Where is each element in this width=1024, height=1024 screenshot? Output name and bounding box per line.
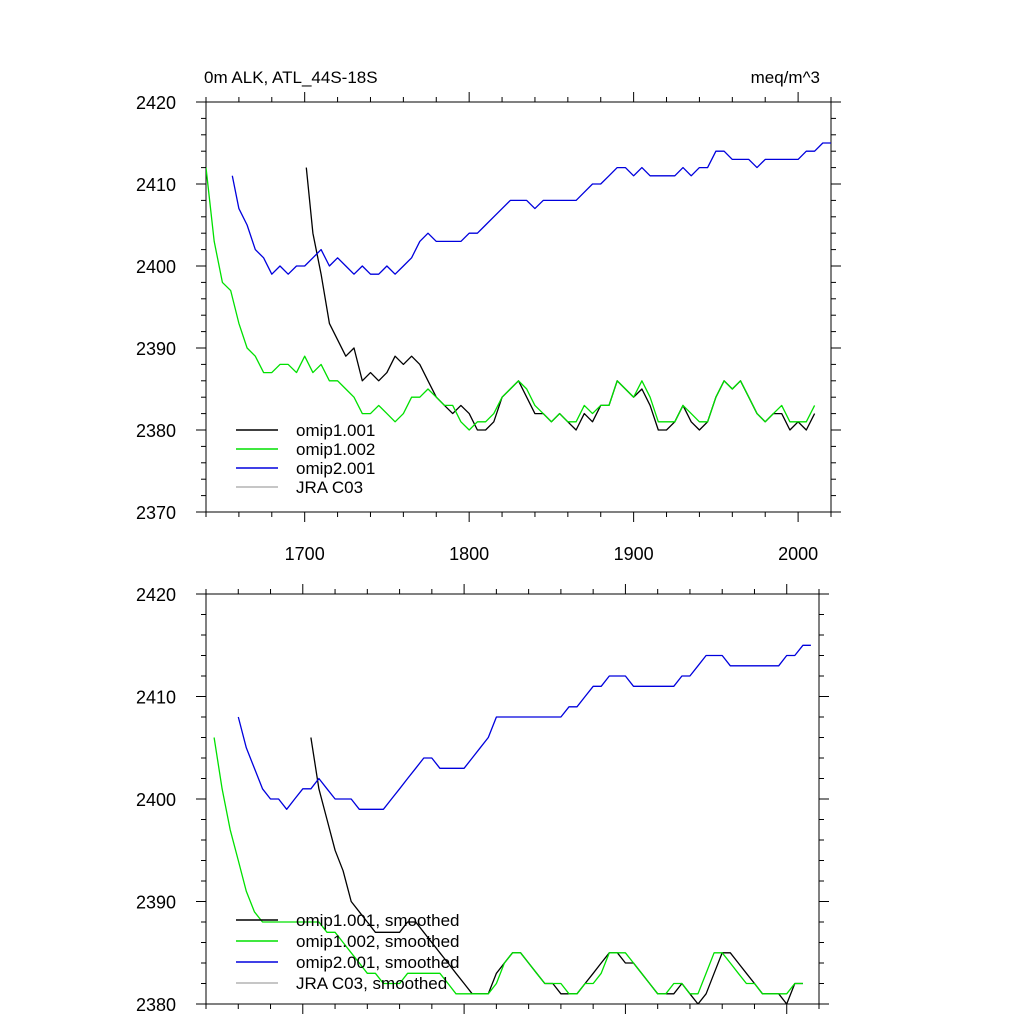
y-tick-label: 2380 bbox=[136, 421, 176, 441]
y-tick-label: 2370 bbox=[136, 503, 176, 523]
y-tick-label: 2390 bbox=[136, 339, 176, 359]
units-label: meq/m^3 bbox=[751, 68, 820, 87]
y-tick-label: 2380 bbox=[136, 995, 176, 1015]
series-line-omip1-001 bbox=[310, 737, 803, 1004]
plot-area bbox=[206, 142, 831, 431]
series-line-omip2-001 bbox=[231, 142, 831, 275]
x-tick-label: 1800 bbox=[449, 544, 489, 564]
legend-label: JRA C03, smoothed bbox=[296, 974, 447, 993]
y-tick-label: 2410 bbox=[136, 175, 176, 195]
x-tick-label: 1700 bbox=[285, 544, 325, 564]
legend-label: omip1.001, smoothed bbox=[296, 911, 460, 930]
series-line-omip1-002 bbox=[206, 167, 816, 431]
series-line-omip1-001 bbox=[305, 167, 816, 431]
y-tick-label: 2390 bbox=[136, 893, 176, 913]
legend-label: omip2.001, smoothed bbox=[296, 953, 460, 972]
legend-label: omip2.001 bbox=[296, 459, 375, 478]
y-tick-label: 2400 bbox=[136, 257, 176, 277]
series-line-omip2-001 bbox=[237, 644, 811, 810]
y-tick-label: 2400 bbox=[136, 790, 176, 810]
legend-label: JRA C03 bbox=[296, 478, 363, 497]
plot-area bbox=[213, 644, 811, 1004]
legend-label: omip1.002, smoothed bbox=[296, 932, 460, 951]
legend-label: omip1.001 bbox=[296, 421, 375, 440]
y-tick-label: 2420 bbox=[136, 93, 176, 113]
x-tick-label: 1900 bbox=[614, 544, 654, 564]
y-tick-label: 2410 bbox=[136, 688, 176, 708]
plot-frame bbox=[205, 101, 832, 513]
chart-title: 0m ALK, ATL_44S-18S bbox=[204, 68, 378, 87]
y-tick-label: 2420 bbox=[136, 585, 176, 605]
legend-label: omip1.002 bbox=[296, 440, 375, 459]
panel-smoothed: 2380 2390 2400 2410 2420 omip1.001, smoothed o… bbox=[136, 584, 829, 1015]
series-line-omip1-002 bbox=[213, 737, 803, 995]
panel-raw: 1700 1800 1900 2000 2370 2380 2390 2400 2410 2420… bbox=[136, 92, 841, 564]
x-tick-label: 2000 bbox=[778, 544, 818, 564]
